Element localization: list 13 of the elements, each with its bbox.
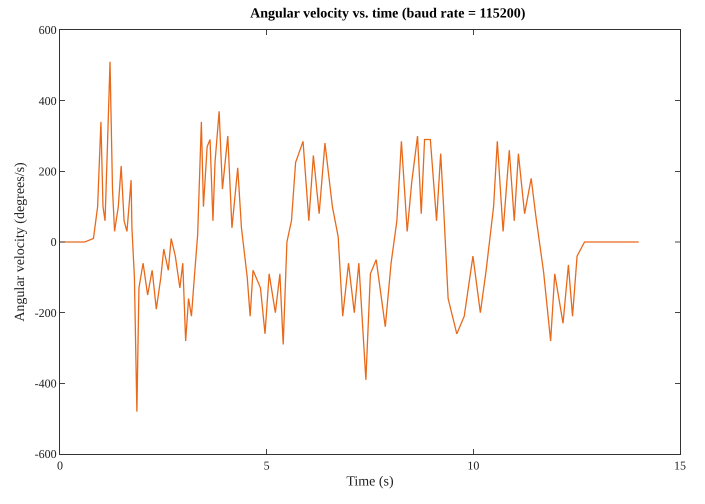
y-tick-label: 600 (38, 23, 57, 38)
x-tick-label: 10 (467, 458, 480, 472)
chart-title: Angular velocity vs. time (baud rate = 115200) (250, 6, 526, 22)
y-axis-title: Angular velocity (degrees/s) (13, 162, 28, 322)
y-tick-label: 200 (38, 164, 57, 179)
x-tick-label: 5 (264, 458, 270, 472)
y-tick-label: -400 (34, 376, 57, 391)
x-tick-label: 15 (674, 458, 686, 472)
y-tick-label: 0 (50, 235, 57, 250)
y-tick-label: 400 (38, 94, 57, 108)
x-axis-title: Time (s) (346, 474, 394, 490)
y-tick-label: -600 (34, 447, 57, 462)
y-tick-label: -200 (34, 306, 57, 320)
